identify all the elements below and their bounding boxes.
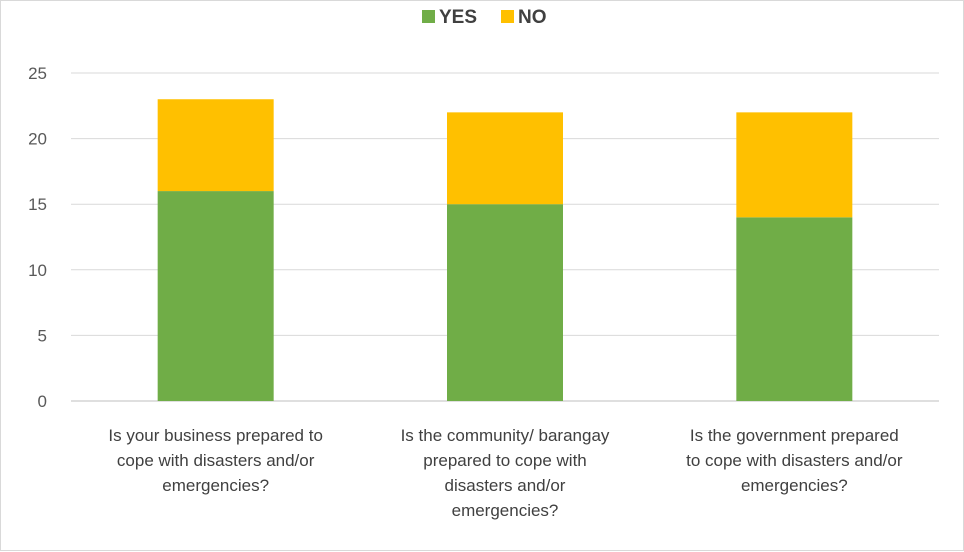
category-label-line: Is your business prepared to [108,426,323,445]
legend: YES NO [422,7,547,28]
legend-swatch-no [501,10,514,23]
category-label-line: emergencies? [741,476,848,495]
category-label-line: Is the community/ barangay [401,426,610,445]
bars [157,99,853,401]
bar-no-3 [736,112,853,218]
y-tick-label: 0 [38,392,47,411]
y-tick-label: 15 [28,195,47,214]
bar-yes-2 [447,204,563,401]
y-tick-label: 10 [28,261,47,280]
category-label-line: disasters and/or [445,476,566,495]
y-axis-ticks: 0 5 10 15 20 25 [28,64,47,411]
bar-yes-3 [736,217,853,401]
y-tick-label: 25 [28,64,47,83]
bar-yes-1 [157,191,274,401]
category-label-line: prepared to cope with [423,451,587,470]
bar-no-2 [447,112,563,205]
category-label-line: to cope with disasters and/or [686,451,903,470]
x-axis-labels: Is your business prepared to cope with di… [108,426,902,520]
category-label-line: emergencies? [452,501,559,520]
legend-label-no: NO [518,7,547,28]
category-label-line: cope with disasters and/or [117,451,315,470]
legend-swatch-yes [422,10,435,23]
y-tick-label: 20 [28,130,47,149]
category-label-line: Is the government prepared [690,426,899,445]
category-label-line: emergencies? [162,476,269,495]
legend-label-yes: YES [439,7,477,28]
bar-no-1 [157,99,274,192]
y-tick-label: 5 [38,326,47,345]
